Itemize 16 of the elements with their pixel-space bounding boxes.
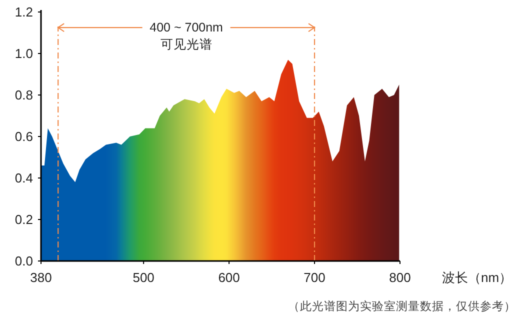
text: （此光谱图为实验室测量数据，仅供参考）: [288, 299, 516, 313]
y-tick-label: 0.8: [14, 88, 33, 102]
x-tick-label: 600: [218, 270, 240, 285]
x-tick-label: 700: [304, 270, 326, 285]
x-tick-label: 800: [389, 270, 411, 285]
x-tick-label: 500: [132, 270, 154, 285]
x-tick-label: 380: [30, 270, 52, 285]
y-tick-label: 0.4: [14, 170, 33, 186]
y-tick-label: 0.0: [14, 254, 33, 268]
y-tick-label: 1.2: [14, 4, 33, 20]
y-tick-label: 1.0: [14, 46, 33, 61]
annotation: 可见光谱: [160, 38, 212, 52]
x-axis-title: 波长（nm）: [442, 270, 512, 285]
y-tick-label: 0.2: [14, 212, 33, 227]
y-tick-label: 0.6: [14, 129, 33, 144]
annotation: 400 ~ 700nm: [150, 20, 223, 35]
